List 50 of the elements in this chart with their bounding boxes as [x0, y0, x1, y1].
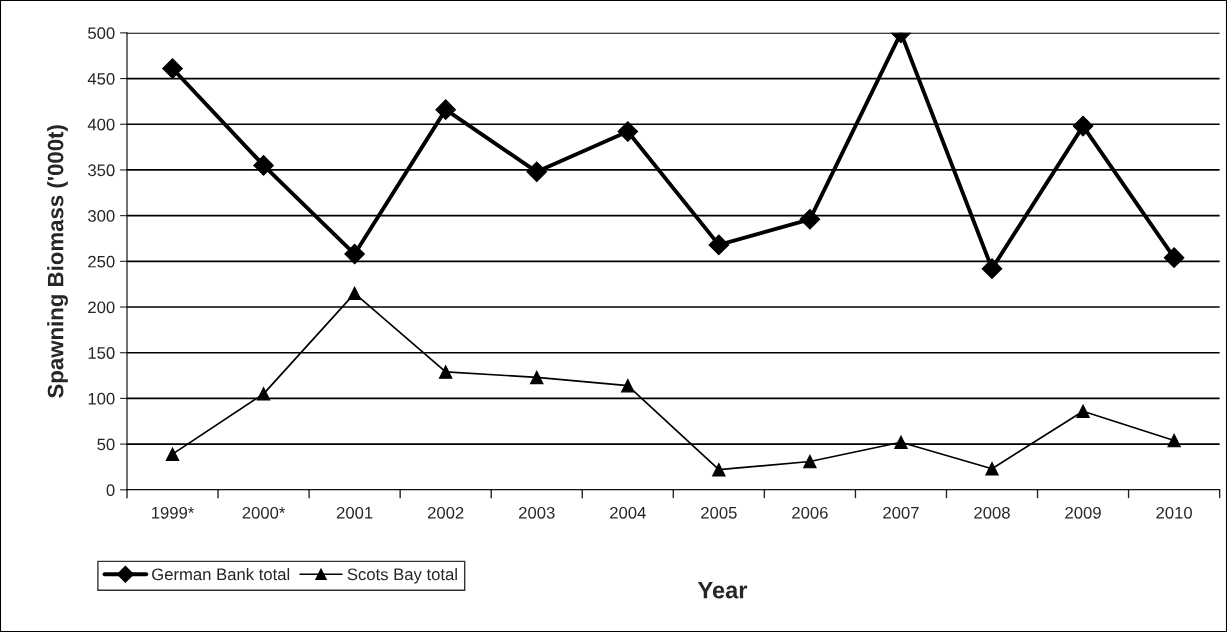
point [526, 161, 548, 183]
point [347, 286, 362, 301]
y-tick-label: 150 [88, 347, 115, 359]
x-tick-label: 2009 [1065, 506, 1101, 519]
y-tick-label: 0 [106, 484, 115, 496]
x-tick-label: 2007 [883, 506, 919, 519]
x-tick-label: 2002 [427, 506, 464, 519]
point [894, 435, 908, 450]
point [438, 365, 453, 379]
point [803, 454, 817, 469]
x-tick-label: 2006 [792, 506, 828, 519]
x-tick-label: 1999* [152, 506, 195, 519]
point [253, 155, 274, 176]
x-tick-label: 2008 [974, 506, 1010, 519]
point [799, 208, 821, 230]
point [981, 258, 1003, 279]
point [1167, 433, 1181, 448]
y-tick-label: 200 [88, 301, 115, 314]
x-tick-label: 2001 [336, 506, 373, 519]
y-axis-title: Spawning Biomass ('000t) [47, 125, 68, 398]
y-tick-label: 500 [88, 27, 115, 40]
x-tick-label: 2003 [519, 506, 555, 519]
y-tick-label: 450 [87, 72, 115, 85]
x-tick-label: 2000* [242, 506, 286, 519]
point [708, 234, 730, 256]
x-tick-label: 2010 [1156, 506, 1192, 519]
point [712, 462, 726, 477]
x-tick-label: 2004 [610, 506, 646, 519]
y-tick-label: 300 [88, 210, 115, 222]
point [617, 121, 639, 142]
point [621, 378, 635, 393]
legend-label: Scots Bay total [347, 568, 457, 584]
point [162, 58, 183, 79]
point [256, 387, 271, 401]
y-tick-label: 50 [97, 438, 115, 451]
y-tick-label: 350 [88, 164, 115, 177]
legend-label: German Bank total [152, 568, 290, 581]
point [529, 370, 544, 385]
x-axis-title: Year [697, 582, 748, 599]
y-tick-label: 100 [88, 392, 115, 405]
point [435, 99, 457, 120]
point [985, 462, 999, 476]
x-tick-label: 2005 [701, 506, 737, 519]
point [165, 447, 180, 461]
y-tick-label: 400 [87, 118, 115, 131]
point [1163, 247, 1185, 269]
y-tick-label: 250 [88, 255, 115, 268]
point [344, 243, 365, 265]
point [1072, 115, 1094, 137]
point [1076, 404, 1090, 418]
